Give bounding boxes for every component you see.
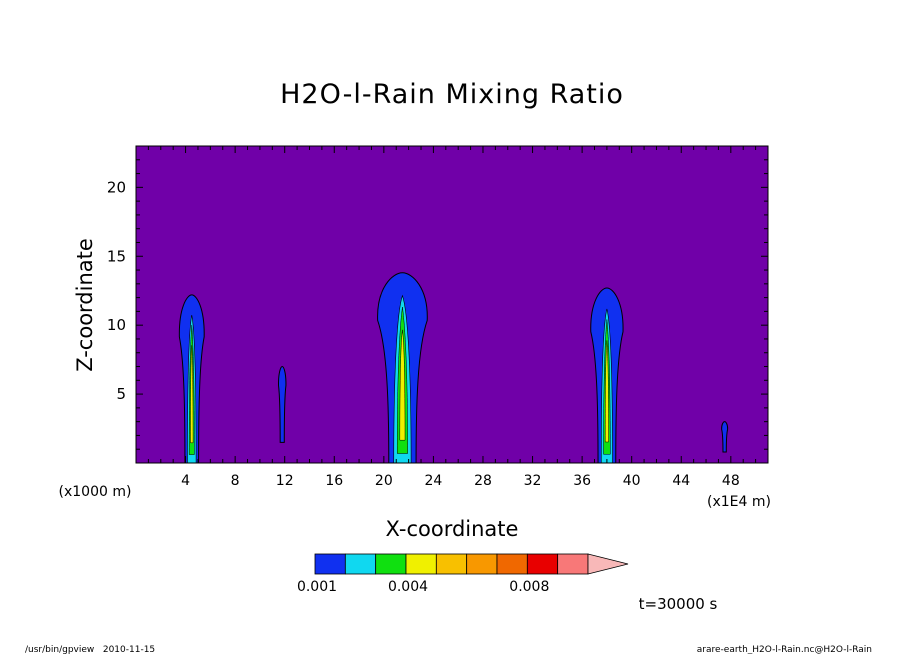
cell-contour-blue [721,421,729,453]
x-tick-label: 44 [672,473,690,489]
footer-right: arare-earth_H2O-l-Rain.nc@H2O-l-Rain [697,645,872,654]
x-unit-left: (x1000 m) [59,484,132,500]
x-tick-label: 4 [181,473,190,489]
y-axis-label: Z-coordinate [73,238,97,372]
footer-left: /usr/bin/gpview 2010-11-15 [25,645,155,654]
cell-contour-yellow [604,340,609,443]
rain-cell [178,294,205,464]
colorbar-segment [375,553,407,575]
y-tick-label: 15 [107,247,126,265]
x-tick-label: 24 [424,473,442,489]
x-tick-label: 28 [474,473,492,489]
rain-cell [377,272,428,464]
rain-cell [721,421,729,453]
x-tick-label: 48 [722,473,740,489]
x-tick-label: 16 [325,473,343,489]
colorbar-segment [314,553,346,575]
colorbar-segment [496,553,528,575]
x-tick-label: 40 [623,473,641,489]
cell-contour-yellow [399,329,406,441]
x-unit-right: (x1E4 m) [707,494,771,510]
colorbar-segment [466,553,498,575]
time-label: t=30000 s [639,595,718,613]
cell-contour-yellow [190,345,194,444]
colorbar-segment [435,553,468,575]
colorbar-label: 0.008 [509,579,549,595]
colorbar: 0.001 0.004 0.008 [297,553,629,595]
x-tick-label: 20 [375,473,393,489]
cell-contour-blue [278,366,287,443]
chart-title: H2O-l-Rain Mixing Ratio [280,79,624,110]
colorbar-segment [344,553,377,575]
rain-cell [278,366,287,443]
x-axis-label: X-coordinate [386,517,519,541]
colorbar-label: 0.001 [297,579,337,595]
y-tick-label: 5 [116,385,126,403]
x-tick-label: 36 [573,473,591,489]
y-tick-label: 20 [107,178,126,196]
colorbar-segment [405,553,437,575]
plot-frame [135,145,769,464]
x-tick-label: 8 [231,473,240,489]
colorbar-segment [557,553,589,575]
colorbar-label: 0.004 [388,579,428,595]
colorbar-extension [587,553,629,575]
plot-background [136,146,768,463]
x-tick-label: 32 [524,473,542,489]
x-tick-label: 12 [276,473,294,489]
y-tick-label: 10 [107,316,126,334]
rain-cell [590,287,624,464]
colorbar-segment [526,553,559,575]
